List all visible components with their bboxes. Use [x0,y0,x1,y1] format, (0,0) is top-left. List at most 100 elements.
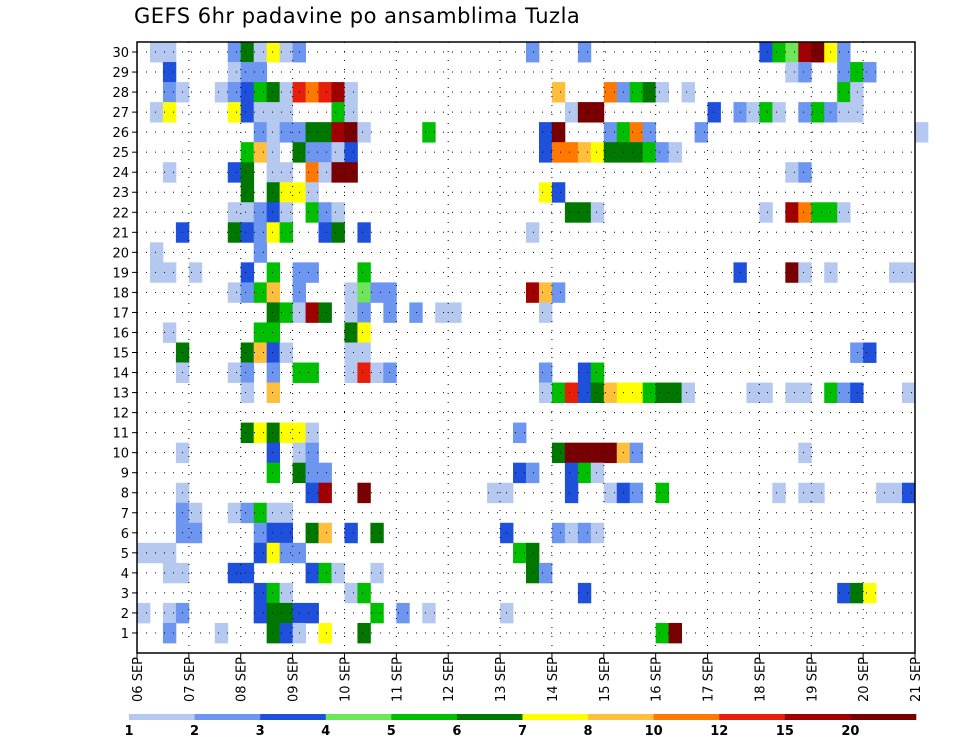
heatmap-cell [863,582,877,604]
y-tick-label: 27 [112,106,129,121]
heatmap-cell [551,182,566,203]
heatmap-cell [318,82,332,103]
heatmap-cell [850,102,864,123]
heatmap-cell [162,62,177,83]
y-tick-label: 15 [112,347,129,362]
heatmap-cell [137,602,151,624]
heatmap-cell [266,42,281,63]
heatmap-cell [253,502,268,524]
heatmap-cell [603,82,618,103]
heatmap-cell [188,502,203,524]
heatmap-cell [318,142,332,163]
heatmap-cell [590,462,605,484]
x-tick-label: 21 SEP [909,657,924,702]
heatmap-cell [383,282,397,303]
colorbar-label: 10 [645,724,663,739]
heatmap-cell [266,122,281,143]
y-tick-label: 10 [112,447,129,462]
heatmap-cell [344,322,358,343]
colorbar-label: 12 [710,724,728,739]
heatmap-cell [344,82,358,103]
heatmap-cell [629,442,644,464]
heatmap-cell [227,362,242,383]
heatmap-cell [318,202,332,223]
heatmap-cell [538,122,553,143]
heatmap-cell [227,222,242,243]
heatmap-cell [227,502,242,524]
heatmap-cell [253,342,268,363]
heatmap-cell [331,562,345,584]
heatmap-cell [318,482,332,504]
y-axis: 1234567891011121314151617181920212223242… [112,46,137,642]
heatmap-cell [837,202,851,223]
colorbar-label: 7 [518,724,527,739]
y-tick-label: 29 [112,66,129,81]
heatmap-cell [655,622,670,644]
heatmap-cell [837,102,851,123]
heatmap-cell [850,342,864,363]
heatmap-cell [305,142,319,163]
heatmap-cell [253,202,268,223]
heatmap-cell [538,362,553,383]
heatmap-cell [279,602,293,624]
colorbar-label: 3 [256,724,265,739]
heatmap-cell [526,222,540,243]
heatmap-cell [279,502,293,524]
heatmap-cell [266,502,281,524]
heatmap-cell [266,262,281,283]
heatmap-cell [889,482,903,504]
heatmap-cell [253,102,268,123]
heatmap-cell [227,102,242,123]
heatmap-cell [357,482,371,504]
x-tick-label: 17 SEP [702,657,717,702]
x-tick-label: 19 SEP [805,657,820,702]
heatmap-cell [357,222,371,243]
heatmap-cell [837,82,851,103]
heatmap-cell [681,382,695,403]
heatmap-cell [811,42,825,63]
heatmap-cell [240,142,255,163]
heatmap-cell [811,482,825,504]
heatmap-cell [331,122,345,143]
heatmap-cell [279,102,293,123]
colorbar-label: 6 [452,724,461,739]
heatmap-cell [876,482,890,504]
heatmap-cell [344,142,358,163]
heatmap-cell [344,102,358,123]
heatmap-cell [850,382,864,403]
heatmap-cell [162,102,177,123]
y-tick-label: 24 [112,166,129,181]
heatmap-cell [305,422,319,444]
heatmap-cell [564,142,579,163]
x-tick-label: 18 SEP [753,657,768,702]
y-tick-label: 30 [112,46,129,61]
heatmap-cell [188,522,203,544]
heatmap-cell [538,142,553,163]
heatmap-cell [279,622,293,644]
x-tick-label: 12 SEP [442,657,457,702]
heatmap-cell [577,442,592,464]
grid-lines [137,42,915,653]
colorbar-swatch [719,714,786,720]
heatmap-cell [811,202,825,223]
heatmap-cell [629,82,644,103]
heatmap-cell [590,102,605,123]
y-tick-label: 11 [112,427,129,442]
y-tick-label: 16 [112,326,129,341]
heatmap-cell [370,282,384,303]
heatmap-cell [279,582,293,604]
y-tick-label: 5 [121,547,129,562]
heatmap-cell [305,202,319,223]
heatmap-cell [240,202,255,223]
heatmap-cell [331,82,345,103]
heatmap-cell [603,482,618,504]
heatmap-cell [279,182,293,203]
heatmap-cell [149,102,164,123]
heatmap-cell [564,382,579,403]
y-tick-label: 19 [112,266,129,281]
heatmap-cell [331,142,345,163]
heatmap-cell [253,422,268,444]
heatmap-cell [266,362,281,383]
y-tick-label: 3 [121,587,129,602]
plot-frame [136,41,916,654]
